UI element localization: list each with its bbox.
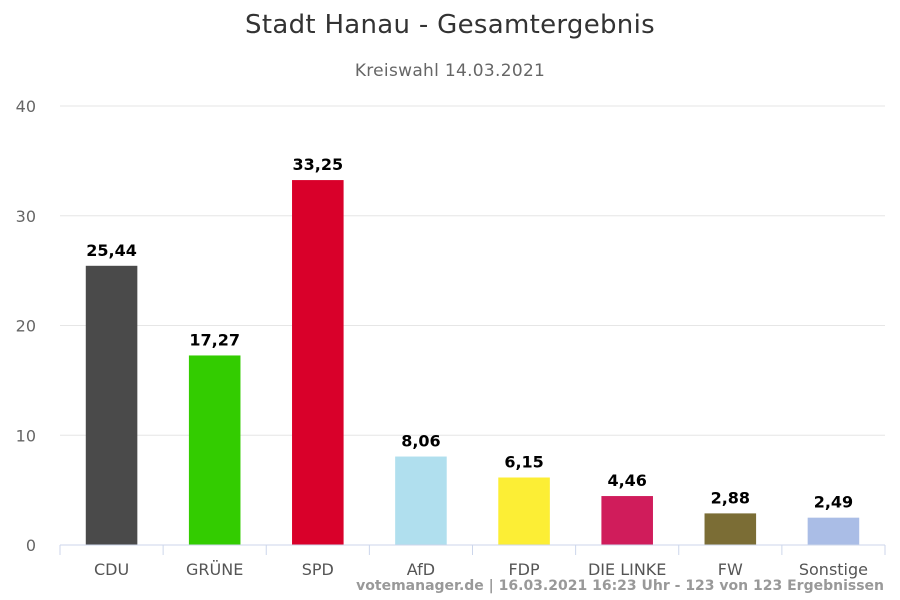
y-tick-label: 40: [16, 97, 36, 116]
y-tick-label: 0: [26, 536, 36, 555]
bar-spd: [292, 180, 344, 546]
bar-afd: [395, 456, 447, 545]
bar-die-linke: [601, 496, 653, 545]
bar-sonstige: [807, 517, 860, 545]
x-category-label: Sonstige: [799, 560, 868, 579]
data-label: 2,49: [814, 493, 853, 512]
x-category-label: CDU: [94, 560, 129, 579]
chart-subtitle: Kreiswahl 14.03.2021: [354, 61, 546, 81]
y-tick-label: 30: [16, 207, 36, 226]
data-label: 17,27: [189, 330, 240, 349]
credit-text[interactable]: votemanager.de | 16.03.2021 16:23 Uhr - …: [356, 578, 884, 594]
axis-layer: [59, 544, 886, 555]
bar-cdu: [85, 265, 138, 545]
data-label: 4,46: [607, 471, 646, 490]
data-label: 25,44: [86, 241, 137, 260]
y-tick-label: 10: [16, 426, 36, 445]
bar-layer: [85, 180, 860, 546]
x-category-label: AfD: [407, 560, 435, 579]
x-category-label: FDP: [508, 560, 540, 579]
data-label: 6,15: [504, 453, 543, 472]
x-category-label: DIE LINKE: [588, 560, 666, 579]
bar-fdp: [498, 477, 550, 545]
label-layer: 0 10 20 30 40 25,44 CDU 17,27 GRÜNE 33,25 SPD 8,06 A…: [16, 97, 868, 579]
bar-gr-ne: [188, 355, 241, 545]
x-category-label: SPD: [302, 560, 334, 579]
y-tick-label: 20: [16, 317, 36, 336]
x-category-label: GRÜNE: [186, 560, 243, 579]
x-category-label: FW: [718, 560, 743, 579]
bar-fw: [704, 513, 757, 545]
data-label: 2,88: [711, 488, 750, 507]
grid-layer: [60, 105, 885, 436]
data-label: 33,25: [293, 155, 344, 174]
data-label: 8,06: [401, 432, 440, 451]
chart-title: Stadt Hanau - Gesamtergebnis: [245, 10, 655, 40]
